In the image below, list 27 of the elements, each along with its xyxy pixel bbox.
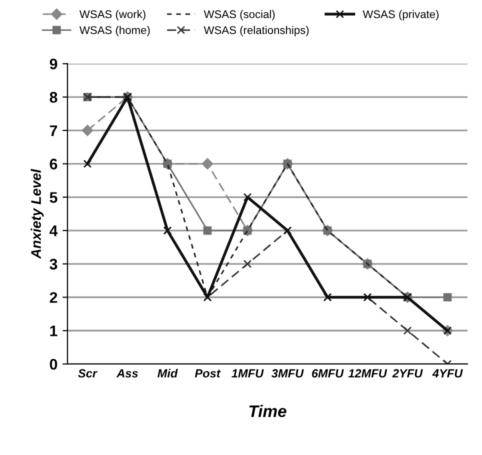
legend-label: WSAS (work) bbox=[79, 10, 146, 20]
y-tick-label: 5 bbox=[50, 192, 58, 203]
x-tick-label: Post bbox=[194, 369, 221, 378]
x-tick-label: 3MFU bbox=[272, 369, 304, 378]
x-tick-label: 6MFU bbox=[312, 369, 344, 378]
x-tick-label: Mid bbox=[158, 368, 178, 378]
y-tick-label: 0 bbox=[50, 358, 58, 370]
x-tick-label: 4YFU bbox=[432, 369, 463, 378]
y-tick-label: 4 bbox=[49, 226, 58, 236]
y-tick-label: 2 bbox=[50, 292, 58, 303]
legend-label: WSAS (social) bbox=[204, 10, 275, 20]
legend-label: WSAS (private) bbox=[362, 10, 439, 20]
y-tick-label: 7 bbox=[50, 125, 58, 136]
x-tick-label: 12MFU bbox=[348, 369, 388, 378]
y-tick-label: 6 bbox=[50, 158, 58, 170]
x-tick-label: Ass bbox=[116, 369, 138, 378]
legend-label: WSAS (relationships) bbox=[204, 26, 309, 36]
x-tick-label: Scr bbox=[78, 369, 98, 378]
y-axis-title: Anxiety Level bbox=[30, 168, 44, 259]
x-tick-label: 2YFU bbox=[392, 369, 423, 378]
legend-label: WSAS (home) bbox=[79, 26, 150, 36]
y-tick-label: 9 bbox=[50, 58, 58, 70]
y-tick-label: 1 bbox=[50, 326, 58, 336]
y-tick-label: 8 bbox=[50, 92, 58, 103]
x-axis-title: Time bbox=[249, 404, 286, 418]
y-tick-label: 3 bbox=[50, 258, 58, 270]
x-tick-label: 1MFU bbox=[232, 369, 264, 378]
